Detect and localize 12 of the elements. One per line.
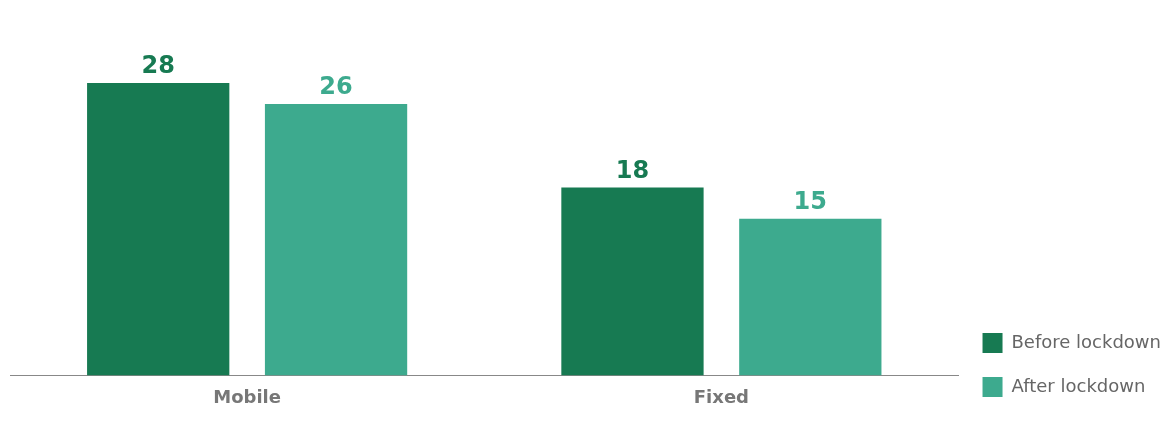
bar: [87, 83, 230, 376]
x-tick-label: Fixed: [693, 385, 749, 407]
data-label: 26: [319, 72, 353, 101]
bar: [739, 218, 882, 376]
data-label: 18: [615, 155, 650, 184]
data-label: 15: [793, 187, 828, 216]
legend-label: After lockdown: [1011, 374, 1146, 396]
bar: [561, 187, 704, 376]
legend-label: Before lockdown: [1011, 330, 1162, 352]
data-label: 28: [141, 51, 175, 80]
bar: [264, 103, 408, 376]
x-tick-label: Mobile: [213, 385, 281, 407]
